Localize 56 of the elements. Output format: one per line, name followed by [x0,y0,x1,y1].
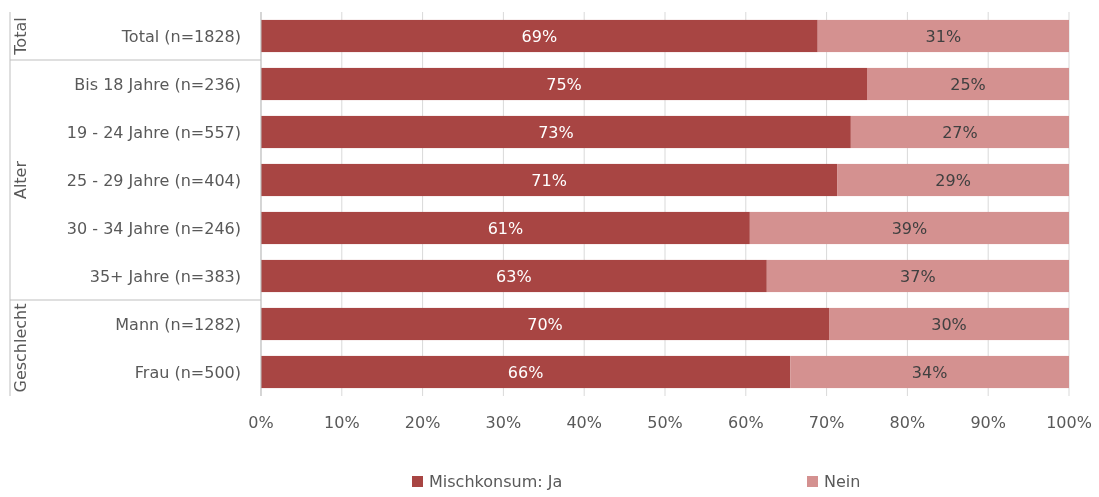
x-tick-label: 40% [566,413,602,432]
bar [867,67,1069,101]
bar [766,259,1069,293]
bar [261,115,851,149]
bar [261,19,818,53]
x-tick-label: 70% [808,413,845,432]
data-label: 25% [950,74,986,94]
x-tick-label: 30% [485,413,522,432]
x-tick-label: 80% [889,413,926,432]
legend-label: Nein [824,472,861,491]
y-tick-label: Bis 18 Jahre (n=236) [74,74,241,94]
x-tick-label: 20% [404,413,441,432]
text: Geschlecht [11,303,30,393]
y-tick-label: 19 - 24 Jahre (n=557) [66,122,241,142]
y-tick-label: 35+ Jahre (n=383) [89,266,241,286]
x-tick-label: 90% [970,413,1006,432]
data-label: 31% [925,26,962,46]
data-label: 63% [496,266,532,286]
x-tick-label: 60% [728,413,764,432]
data-label: 39% [891,218,928,238]
x-tick-label: 100% [1046,413,1092,432]
data-label: 61% [487,218,524,238]
data-label: 71% [531,170,567,190]
bar [817,19,1069,53]
data-label: 66% [507,362,544,382]
text: Total [11,17,30,56]
x-tick-label: 50% [647,413,683,432]
x-tick-label: 0% [248,413,274,432]
y-tick-label: Frau (n=500) [134,362,241,382]
y-tick-label: Mann (n=1282) [115,314,241,334]
bar [261,307,830,341]
data-label: 27% [942,122,978,142]
bar [261,67,867,101]
data-label: 70% [527,314,563,334]
text: Alter [11,160,30,200]
data-label: 75% [546,74,582,94]
bar [261,163,838,197]
bar [837,163,1069,197]
bar [749,211,1069,245]
data-label: 30% [931,314,967,334]
data-label: 69% [521,26,558,46]
y-tick-label: 30 - 34 Jahre (n=246) [66,218,241,238]
bar [261,211,750,245]
data-label: 73% [538,122,574,142]
data-label: 34% [911,362,948,382]
y-tick-label: 25 - 29 Jahre (n=404) [66,170,241,190]
bar [829,307,1069,341]
bar [261,355,791,389]
bar [850,115,1069,149]
legend-label: Mischkonsum: Ja [429,472,563,491]
data-label: 29% [935,170,971,190]
data-label: 37% [900,266,936,286]
x-tick-label: 10% [324,413,360,432]
bar [261,259,767,293]
bar [790,355,1069,389]
y-tick-label: Total (n=1828) [120,26,241,46]
